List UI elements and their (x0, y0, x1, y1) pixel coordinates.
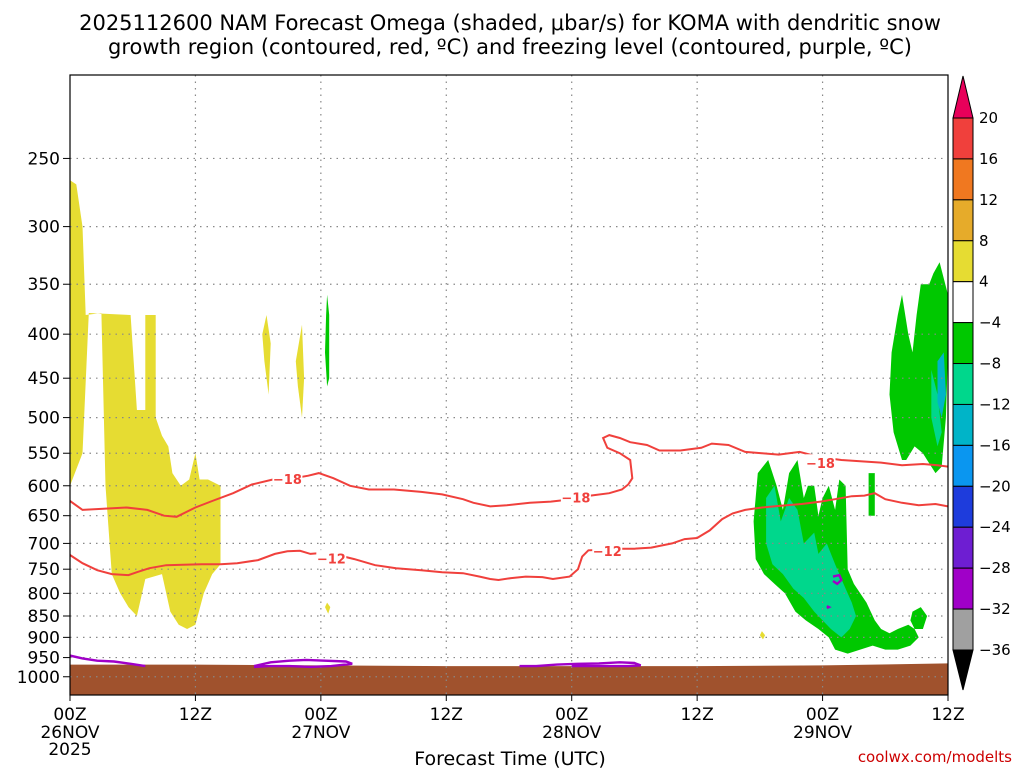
y-tick-label: 250 (28, 149, 60, 169)
x-tick-date: 27NOV (291, 723, 350, 743)
contour-label-bg (805, 454, 836, 471)
freezing-contour-fz-left (70, 654, 146, 668)
x-tick-date: 28NOV (542, 723, 601, 743)
plot-area: −18 −18 −18 −12 −12 (69, 74, 949, 696)
colorbar-tick-label: −32 (979, 600, 1011, 618)
y-tick-label: 800 (28, 584, 60, 604)
colorbar-tick-label: −12 (979, 395, 1011, 413)
dendritic-contour-label: −12 (593, 545, 622, 560)
colorbar-box (952, 240, 974, 283)
colorbar-box (952, 117, 974, 160)
y-tick-label: 850 (28, 607, 60, 627)
x-tick-label: 12Z (681, 705, 714, 725)
colorbar-tick-label: 4 (979, 273, 989, 291)
x-tick-label: 00Z (555, 705, 588, 725)
omega-region-ascent-yellow-left (70, 180, 221, 629)
colorbar-tick-label: −8 (979, 355, 1001, 373)
freezing-contour-fz-27nov (253, 658, 353, 669)
x-tick-label: 12Z (430, 705, 463, 725)
freezing-contour-fz-29nov-ring (832, 573, 843, 586)
omega-region-ascent-yellow-streak-1 (262, 315, 271, 395)
colorbar-tick-label: −20 (979, 477, 1011, 495)
colorbar-box (952, 608, 974, 651)
dendritic-contour-line (70, 434, 948, 518)
freezing-contour-fz-28nov (519, 661, 642, 668)
x-tick-date: 29NOV (793, 723, 852, 743)
omega-region-descent-green-streak (325, 294, 330, 387)
colorbar-tick-label: 20 (979, 109, 998, 127)
omega-region-ascent-yellow-dot-2 (759, 631, 766, 640)
chart-title-line-1: 2025112600 NAM Forecast Omega (shaded, μ… (79, 11, 941, 35)
y-tick-label: 650 (28, 507, 60, 527)
y-axis: 2503003504004505005506006507007508008509… (17, 149, 70, 688)
colorbar-box (952, 567, 974, 610)
y-tick-label: 900 (28, 628, 60, 648)
x-tick-label: 00Z (53, 705, 86, 725)
colorbar-box (952, 363, 974, 405)
x-tick-date: 26NOV (40, 723, 99, 743)
x-tick-label: 12Z (931, 705, 964, 725)
colorbar-tick-label: −36 (979, 641, 1011, 659)
y-tick-label: 450 (28, 369, 60, 389)
x-axis-label: Forecast Time (UTC) (414, 748, 605, 768)
dendritic-contour-label: −18 (806, 457, 835, 472)
colorbar-tick-label: 12 (979, 191, 998, 209)
dendritic-contour-label: −18 (273, 473, 302, 488)
dendritic-contour-label: −12 (317, 553, 346, 568)
dendritic-contour-label: −18 (561, 492, 590, 507)
x-tick-label: 00Z (304, 705, 337, 725)
colorbar-box (952, 485, 974, 528)
y-tick-label: 550 (28, 444, 60, 464)
credit-link[interactable]: coolwx.com/modelts (858, 748, 1012, 766)
y-tick-label: 950 (28, 649, 60, 669)
colorbar-bottom-arrow (952, 649, 974, 691)
colorbar-legend: 20 16 12 8 4 −4 −8 −12 −16 −20 −24 −28 −32 −36 (952, 75, 1011, 691)
colorbar-box (952, 526, 974, 569)
colorbar-tick-label: −16 (979, 436, 1011, 454)
y-tick-label: 700 (28, 534, 60, 554)
colorbar-box (952, 403, 974, 446)
colorbar-box (952, 444, 974, 487)
omega-region-ascent-yellow-dot-1 (325, 602, 331, 614)
colorbar-tick-label: −24 (979, 518, 1011, 536)
y-tick-label: 400 (28, 325, 60, 345)
colorbar-box (952, 158, 974, 201)
chart-title-line-2: growth region (contoured, red, ºC) and f… (108, 35, 912, 59)
colorbar-tick-label: 16 (979, 150, 998, 168)
y-tick-label: 600 (28, 477, 60, 497)
x-tick-label: 00Z (806, 705, 839, 725)
colorbar-box (952, 199, 974, 242)
y-tick-label: 300 (28, 218, 60, 238)
plot-frame (69, 74, 949, 696)
colorbar-box (952, 281, 974, 324)
omega-region-descent-teal-upper (931, 369, 942, 447)
colorbar-tick-label: −4 (979, 314, 1001, 332)
contour-label-bg (272, 470, 303, 487)
plot-content: −18 −18 −18 −12 −12 (70, 75, 948, 695)
y-tick-label: 750 (28, 560, 60, 580)
dendritic-contour-line (70, 492, 948, 582)
x-tick-label: 12Z (179, 705, 212, 725)
colorbar-box (952, 322, 974, 365)
colorbar-tick-label: 8 (979, 232, 989, 250)
x-tick-year: 2025 (48, 740, 91, 760)
colorbar-top-arrow (952, 75, 974, 119)
contour-label-bg (316, 550, 347, 567)
contour-label-bg (592, 542, 623, 559)
omega-region-descent-teal-right (766, 485, 856, 638)
y-tick-label: 500 (28, 409, 60, 429)
y-tick-label: 1000 (17, 668, 60, 688)
colorbar-tick-label: −28 (979, 559, 1011, 577)
ground-surface (70, 663, 948, 695)
omega-region-descent-cyan-core (937, 352, 946, 418)
contour-label-bg (560, 489, 591, 506)
omega-region-descent-green-small-patch (910, 607, 928, 629)
freezing-contour-fz-29nov-dot (826, 605, 832, 610)
omega-region-ascent-yellow-streak-2 (295, 324, 305, 418)
y-tick-label: 350 (28, 275, 60, 295)
